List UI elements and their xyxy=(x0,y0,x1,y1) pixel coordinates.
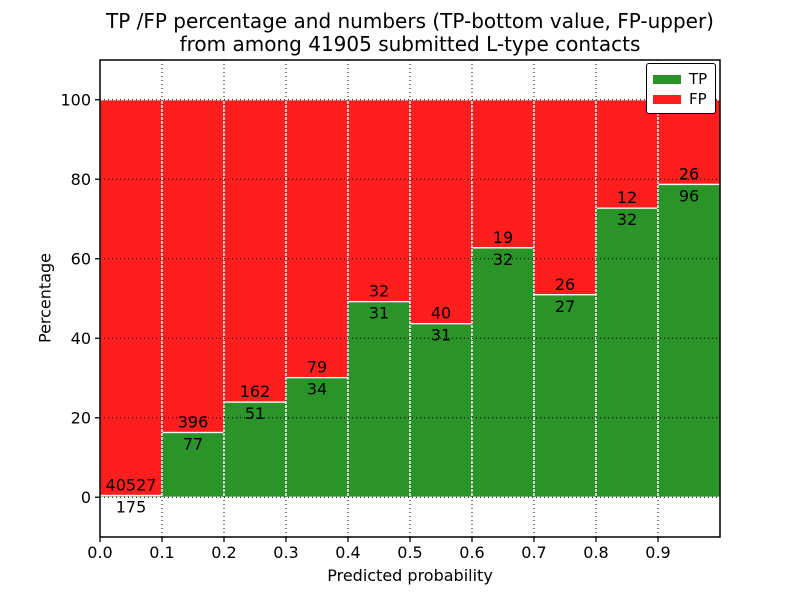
legend-label-fp: FP xyxy=(689,89,707,108)
bar-label-tp-8: 32 xyxy=(617,210,637,229)
x-tick-label-0.7: 0.7 xyxy=(521,543,546,562)
bar-tp-9 xyxy=(657,183,721,498)
bar-fp-7 xyxy=(533,99,597,296)
bar-label-fp-7: 26 xyxy=(555,275,575,294)
bar-fp-2 xyxy=(223,99,287,403)
bar-label-fp-5: 40 xyxy=(431,304,451,323)
bar-tp-6 xyxy=(471,247,535,498)
y-tick-label-100: 100 xyxy=(60,90,91,109)
bar-label-tp-2: 51 xyxy=(245,404,265,423)
x-tick-label-0: 0.0 xyxy=(87,543,112,562)
bar-label-tp-9: 96 xyxy=(679,186,699,205)
x-tick-label-0.1: 0.1 xyxy=(149,543,174,562)
legend-entry-fp: FP xyxy=(653,89,715,109)
legend-label-tp: TP xyxy=(689,69,708,88)
bar-fp-3 xyxy=(285,99,349,379)
bar-label-tp-1: 77 xyxy=(183,435,203,454)
bar-tp-2 xyxy=(223,401,287,498)
x-tick-label-0.3: 0.3 xyxy=(273,543,298,562)
bar-tp-8 xyxy=(595,207,659,498)
chart-title-line1: TP /FP percentage and numbers (TP-bottom… xyxy=(106,9,714,33)
bar-label-tp-7: 27 xyxy=(555,297,575,316)
x-axis-label: Predicted probability xyxy=(327,566,493,585)
bar-tp-7 xyxy=(533,294,597,498)
bar-label-fp-9: 26 xyxy=(679,164,699,183)
y-tick-label-20: 20 xyxy=(71,408,91,427)
bar-fp-1 xyxy=(161,99,225,434)
bar-label-fp-6: 19 xyxy=(493,228,513,247)
bar-label-tp-6: 32 xyxy=(493,250,513,269)
x-tick-label-0.9: 0.9 xyxy=(645,543,670,562)
bar-label-tp-3: 34 xyxy=(307,380,327,399)
bar-label-fp-3: 79 xyxy=(307,358,327,377)
bar-fp-5 xyxy=(409,99,473,325)
bar-label-fp-2: 162 xyxy=(240,382,271,401)
x-tick-label-0.8: 0.8 xyxy=(583,543,608,562)
y-axis-label: Percentage xyxy=(35,252,55,344)
bar-fp-4 xyxy=(347,99,411,303)
x-tick-label-0.2: 0.2 xyxy=(211,543,236,562)
chart-title-line2: from among 41905 submitted L-type contac… xyxy=(179,32,641,56)
bar-label-fp-0: 40527 xyxy=(106,476,157,495)
bar-fp-8 xyxy=(595,99,659,209)
bar-label-tp-5: 31 xyxy=(431,326,451,345)
y-tick-label-60: 60 xyxy=(71,249,91,268)
bar-tp-5 xyxy=(409,323,473,498)
bar-tp-4 xyxy=(347,300,411,498)
x-tick-label-0.5: 0.5 xyxy=(397,543,422,562)
bar-tp-1 xyxy=(161,431,225,498)
bar-label-fp-8: 12 xyxy=(617,188,637,207)
x-tick-label-0.6: 0.6 xyxy=(459,543,484,562)
y-tick-label-80: 80 xyxy=(71,170,91,189)
bar-label-tp-0: 175 xyxy=(116,498,147,517)
fp-swatch-icon xyxy=(653,94,681,104)
x-tick-label-0.4: 0.4 xyxy=(335,543,360,562)
bar-fp-6 xyxy=(471,99,535,249)
y-tick-label-0: 0 xyxy=(81,488,91,507)
bar-label-tp-4: 31 xyxy=(369,304,389,323)
y-tick-label-40: 40 xyxy=(71,329,91,348)
legend-entry-tp: TP xyxy=(653,69,715,89)
legend-box: TP FP xyxy=(646,63,716,114)
bar-label-fp-4: 32 xyxy=(369,282,389,301)
bar-tp-3 xyxy=(285,376,349,498)
bar-fp-0 xyxy=(99,99,163,497)
bar-label-fp-1: 396 xyxy=(178,413,209,432)
tp-swatch-icon xyxy=(653,74,681,84)
